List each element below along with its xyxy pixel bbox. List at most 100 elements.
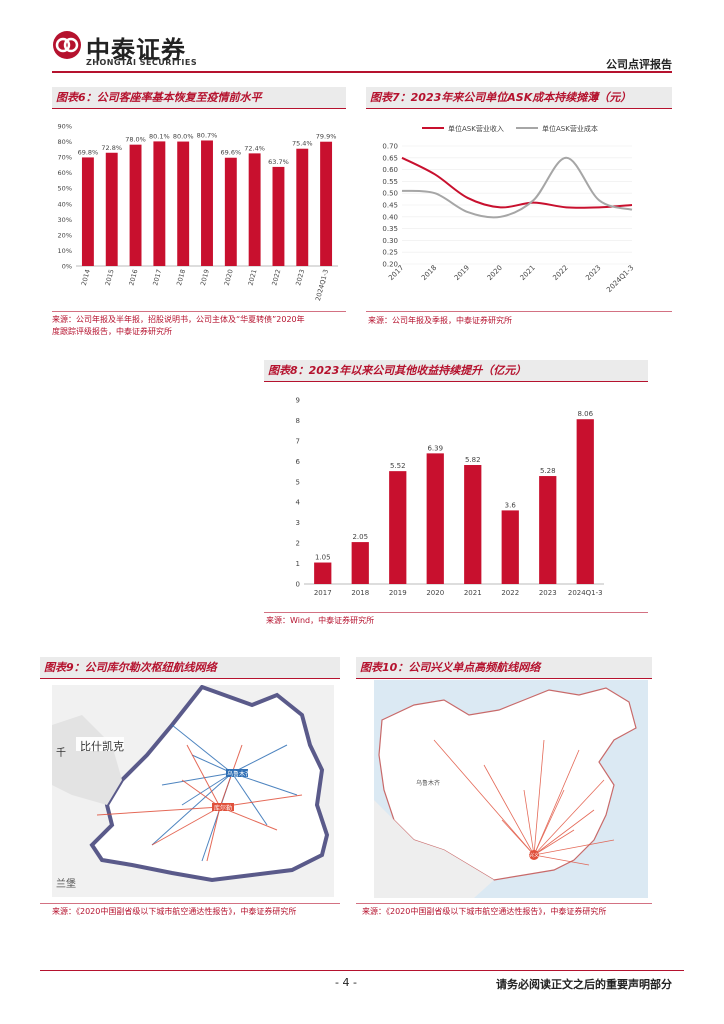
- y-tick-label: 40%: [58, 200, 72, 208]
- fig9-title: 图表9：公司库尔勒次枢纽航线网络: [40, 657, 340, 679]
- x-tick-label: 2024Q1-3: [314, 268, 330, 301]
- map-label-korla: 库尔勒: [214, 805, 233, 812]
- y-tick-label: 0.70: [382, 143, 398, 151]
- brand-name-en: ZHONGTAI SECURITIES: [86, 58, 198, 67]
- map-label-qian: 千: [56, 748, 66, 759]
- y-tick-label: 7: [296, 437, 300, 445]
- legend-label: 单位ASK营业成本: [542, 124, 598, 133]
- x-tick-label: 2020: [486, 264, 504, 282]
- y-tick-label: 60%: [58, 169, 72, 177]
- bar: [272, 166, 285, 266]
- legend-label: 单位ASK营业收入: [448, 124, 504, 133]
- y-tick-label: 8: [296, 417, 300, 425]
- y-tick-label: 0.55: [382, 178, 398, 186]
- x-tick-label: 2015: [104, 268, 116, 286]
- data-label: 80.0%: [173, 133, 194, 141]
- y-tick-label: 9: [296, 397, 300, 405]
- footer-disclaimer: 请务必阅读正文之后的重要声明部分: [496, 978, 672, 991]
- series-line-1: [401, 156, 633, 209]
- x-tick-label: 2020: [426, 589, 444, 597]
- bar: [81, 157, 94, 266]
- bar: [320, 141, 333, 266]
- bar: [201, 140, 213, 266]
- y-tick-label: 0%: [62, 263, 72, 271]
- data-label: 75.4%: [292, 140, 313, 148]
- x-tick-label: 2014: [80, 268, 92, 286]
- fig9-source-divider: [40, 903, 340, 904]
- series-line-2: [401, 156, 633, 219]
- x-tick-label: 2019: [199, 268, 211, 286]
- map-label-urumqi: 乌鲁木齐: [227, 771, 252, 778]
- x-tick-label: 2016: [127, 268, 139, 286]
- x-tick-label: 2023: [294, 268, 306, 286]
- y-tick-label: 70%: [58, 154, 72, 162]
- x-tick-label: 2022: [270, 268, 282, 286]
- y-tick-label: 1: [296, 560, 300, 568]
- y-tick-label: 5: [296, 478, 300, 486]
- data-label: 80.7%: [197, 131, 218, 139]
- y-tick-label: 3: [296, 519, 300, 527]
- data-label: 3.6: [505, 501, 517, 509]
- y-tick-label: 30%: [58, 216, 72, 224]
- fig6-chart: 0% 10% 20% 30% 40% 50% 60% 70% 80% 90% 69.8% 2014 72…: [58, 123, 338, 302]
- bar: [105, 152, 118, 266]
- fig6-title: 图表6：公司客座率基本恢复至疫情前水平: [52, 87, 346, 109]
- bar: [314, 562, 332, 584]
- fig7-source-divider: [366, 311, 672, 312]
- x-tick-label: 2017: [314, 589, 332, 597]
- data-label: 1.05: [315, 554, 331, 562]
- bar: [426, 453, 444, 584]
- y-tick-label: 0.25: [382, 249, 398, 257]
- bar: [224, 157, 237, 266]
- data-label: 72.4%: [244, 144, 265, 152]
- bar: [464, 465, 482, 584]
- data-label: 72.8%: [101, 144, 122, 152]
- x-tick-label: 2021: [519, 264, 537, 282]
- data-label: 5.28: [540, 467, 556, 475]
- bar: [296, 148, 309, 266]
- y-tick-label: 0.30: [382, 237, 398, 245]
- x-tick-label: 2019: [389, 589, 407, 597]
- data-label: 80.1%: [149, 132, 170, 140]
- y-tick-label: 0.20: [382, 261, 398, 269]
- x-tick-label: 2018: [175, 268, 187, 286]
- bar: [153, 141, 166, 266]
- report-type-label: 公司点评报告: [606, 58, 672, 71]
- y-tick-label: 0.65: [382, 154, 398, 162]
- x-tick-label: 2024Q1-3: [568, 589, 603, 597]
- fig6-source-line1: 来源：公司年报及半年报，招股说明书，公司主体及“华夏转债”2020年: [52, 315, 305, 324]
- y-tick-label: 20%: [58, 231, 72, 239]
- fig8-source: 来源：Wind，中泰证券研究所: [266, 616, 375, 625]
- fig10-source: 来源：《2020中国副省级以下城市航空通达性报告》，中泰证券研究所: [362, 907, 607, 916]
- y-tick-label: 4: [296, 499, 301, 507]
- data-label: 78.0%: [125, 136, 146, 144]
- x-tick-label: 2022: [501, 589, 519, 597]
- x-tick-label: 2021: [247, 268, 259, 286]
- x-tick-label: 2023: [584, 264, 602, 282]
- y-tick-label: 6: [296, 458, 301, 466]
- footer-divider: [40, 970, 684, 971]
- y-tick-label: 10%: [58, 247, 72, 255]
- fig7-title: 图表7：2023年来公司单位ASK成本持续摊薄（元）: [366, 87, 672, 109]
- data-label: 5.82: [465, 456, 481, 464]
- fig7-source: 来源：公司年报及季报，中泰证券研究所: [368, 316, 512, 325]
- bar: [351, 542, 369, 584]
- x-tick-label: 2018: [420, 264, 438, 282]
- bar: [576, 419, 594, 584]
- brand-name-cn: 中泰证券: [86, 36, 186, 64]
- data-label: 6.39: [427, 444, 443, 452]
- data-label: 5.52: [390, 462, 406, 470]
- x-tick-label: 2018: [351, 589, 369, 597]
- x-tick-label: 2023: [539, 589, 557, 597]
- y-tick-label: 0.45: [382, 202, 398, 210]
- fig10-map: 乌鲁木齐 兴义: [374, 680, 648, 898]
- x-tick-label: 2019: [453, 264, 471, 282]
- fig10-title: 图表10：公司兴义单点高频航线网络: [356, 657, 652, 679]
- fig7-chart: 0.20 0.25 0.30 0.35 0.40 0.45 0.50 0.55 0.60 0.65…: [382, 124, 635, 294]
- y-tick-label: 0: [296, 581, 300, 589]
- y-tick-label: 0.35: [382, 225, 398, 233]
- x-tick-label: 2020: [223, 268, 235, 286]
- header-divider: [52, 71, 672, 73]
- fig10-source-divider: [356, 903, 652, 904]
- fig9-source: 来源：《2020中国副省级以下城市航空通达性报告》，中泰证券研究所: [52, 907, 297, 916]
